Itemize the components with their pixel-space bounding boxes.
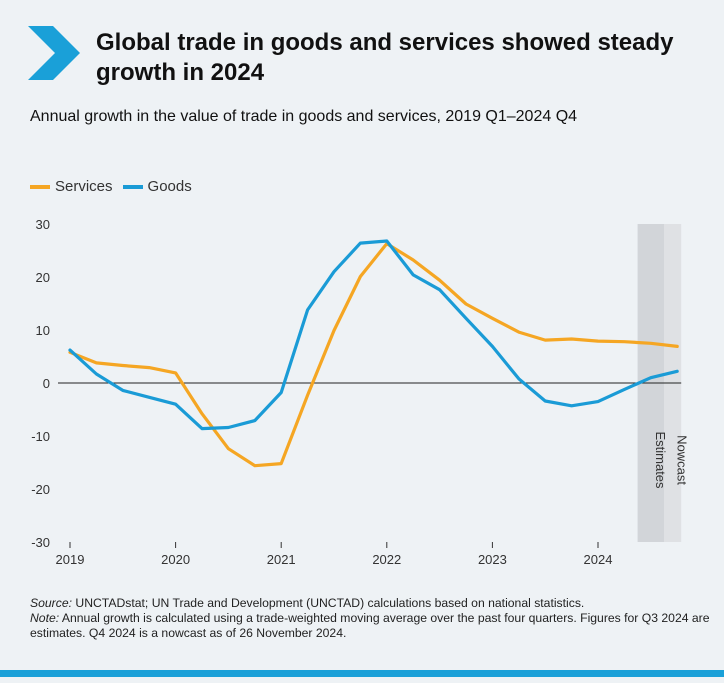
legend: Services Goods [30, 178, 202, 195]
source-text: UNCTADstat; UN Trade and Development (UN… [72, 596, 585, 610]
x-tick-label: 2022 [372, 552, 401, 567]
note-text: Annual growth is calculated using a trad… [30, 611, 710, 640]
x-tick-label: 2020 [161, 552, 190, 567]
source-line: Source: UNCTADstat; UN Trade and Develop… [30, 596, 710, 611]
legend-swatch-services [30, 184, 50, 189]
chart-subtitle: Annual growth in the value of trade in g… [30, 108, 578, 125]
legend-item-services: Services [30, 178, 113, 195]
y-tick-label: 30 [36, 217, 50, 232]
estimates-label: Estimates [653, 431, 668, 489]
chevron-right-icon [28, 26, 80, 80]
note-label: Note: [30, 611, 60, 625]
legend-label-services: Services [55, 178, 113, 195]
y-tick-label: 0 [43, 376, 50, 391]
chart-notes: Source: UNCTADstat; UN Trade and Develop… [30, 596, 710, 641]
nowcast-label: Nowcast [675, 435, 690, 485]
series-line-goods [68, 239, 679, 431]
x-tick-label: 2019 [56, 552, 85, 567]
series-line-services [68, 242, 679, 468]
source-label: Source: [30, 596, 73, 610]
legend-label-goods: Goods [147, 178, 192, 195]
y-tick-label: -20 [31, 482, 50, 497]
bottom-accent-bar [0, 670, 724, 677]
legend-item-goods: Goods [122, 178, 192, 195]
y-tick-label: 20 [36, 270, 50, 285]
chevron-shape [28, 26, 80, 80]
legend-swatch-goods [122, 184, 143, 189]
x-tick-label: 2021 [267, 552, 296, 567]
y-tick-label: -30 [31, 535, 50, 550]
x-tick-label: 2023 [478, 552, 507, 567]
x-tick-label: 2024 [584, 552, 613, 567]
y-tick-label: 10 [36, 323, 50, 338]
chart-title: Global trade in goods and services showe… [96, 29, 674, 86]
y-tick-label: -10 [31, 429, 50, 444]
line-chart: Estimates Nowcast 30 20 10 0 -10 -20 -30 2019 2020… [31, 217, 690, 567]
note-line: Note: Annual growth is calculated using … [30, 611, 710, 641]
